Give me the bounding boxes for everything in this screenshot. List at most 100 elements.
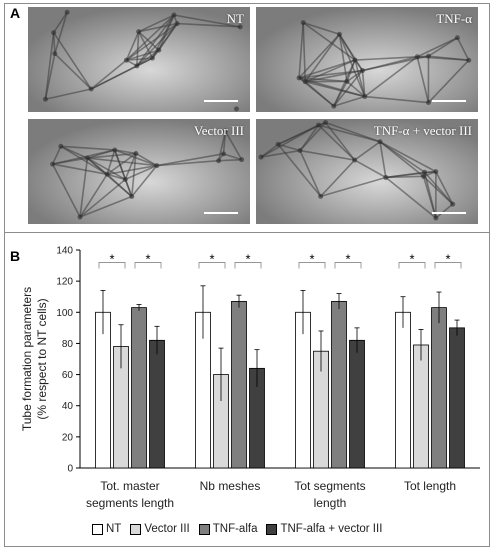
tube-segment [151,23,178,59]
cell-cluster [239,157,245,163]
tube-segment [260,124,319,158]
x-category-label-line2: length [314,496,347,510]
legend-item: NT [92,523,121,535]
cell-cluster [302,79,308,85]
significance-star: * [409,251,414,266]
tube-segment [90,59,127,90]
scale-bar [432,100,466,102]
cell-cluster [129,194,135,200]
significance-star: * [445,251,450,266]
bar-2-2 [331,300,347,469]
y-tick-label: 100 [56,308,73,319]
bar-1-2 [231,300,247,469]
significance-star: * [245,251,250,266]
significance-bracket [434,262,462,269]
cell-cluster [52,51,58,57]
cell-cluster [174,21,180,27]
tube-segment [217,131,227,161]
panel-a-letter: A [10,5,21,21]
tube-segment [54,53,92,90]
cell-cluster [136,29,142,35]
cell-cluster [77,214,83,220]
tube-segment [79,157,89,218]
cell-cluster [104,171,110,177]
tube-segment [298,33,341,79]
cell-cluster [51,30,57,36]
tube-segment [138,31,160,51]
micrograph-nt: NT [28,7,250,112]
tube-segment [354,159,387,179]
tube-segment [277,143,322,197]
significance-bracket [134,262,162,269]
tube-segment [385,176,437,219]
cell-cluster [275,141,281,147]
tube-segment [131,165,158,198]
tube-segment [346,80,366,98]
tube-segment [135,152,158,167]
tube-segment [302,21,340,36]
tube-segment [79,178,126,218]
tube-segment [125,22,178,61]
tube-segment [106,149,116,175]
cell-cluster [133,150,139,156]
micrograph-background [28,119,250,224]
legend-item: Vector III [130,523,190,535]
tube-segment [416,37,458,58]
legend-label: TNF-alfa [212,523,258,535]
tube-segment [223,153,242,161]
cell-cluster [450,201,456,207]
legend-swatch [266,523,278,535]
bar-0-2 [131,307,147,469]
tube-segment [302,22,307,82]
tube-segment [338,34,348,82]
cell-cluster [414,54,420,60]
tube-segment [60,145,115,151]
tube-segment [87,152,137,159]
y-tick-label: 140 [56,246,73,257]
tube-segment [156,153,224,167]
tube-segment [318,124,356,161]
tube-segment [428,37,458,57]
tube-segment [52,32,92,90]
micrograph-label-tnf-vector-iii: TNF-α + vector III [373,123,472,138]
tube-segment [86,157,108,175]
tube-segment [424,171,454,205]
legend-label: Vector III [144,523,190,535]
significance-star: * [209,251,214,266]
significance-bracket [334,262,362,269]
cell-cluster [64,9,70,15]
cell-cluster [258,154,264,160]
x-category-label: Nb meshes [200,479,261,493]
cell-cluster [331,103,337,109]
cell-cluster [154,163,160,169]
tube-segment [423,172,437,219]
tube-segment [124,164,158,181]
x-category-label-line2: segments length [86,496,174,510]
cell-cluster [420,173,426,179]
legend-swatch [130,523,142,535]
panel-b-letter: B [10,248,21,264]
tube-segment [45,88,92,101]
cell-cluster [296,75,302,81]
tube-segment [52,11,68,34]
cell-cluster [352,57,358,63]
cell-cluster [352,157,358,163]
tube-segment [325,121,381,143]
tube-segment [435,171,454,205]
legend-swatch [198,523,210,535]
cell-cluster [42,96,48,102]
tube-segment [130,153,137,197]
tube-segment [379,141,437,173]
cell-cluster [383,174,389,180]
cell-cluster [336,31,342,37]
tube-segment [224,130,243,161]
bar-chart: 0 20 40 60 80 100 120 140 Tube formation paramet… [20,246,480,510]
tube-segment [156,159,219,167]
cell-cluster [171,12,177,18]
tube-segment [138,14,175,33]
bar-3-3 [449,327,465,469]
tube-segment [126,49,160,61]
tube-segment [79,173,108,218]
cell-cluster [377,139,383,145]
tube-segment [44,32,55,100]
